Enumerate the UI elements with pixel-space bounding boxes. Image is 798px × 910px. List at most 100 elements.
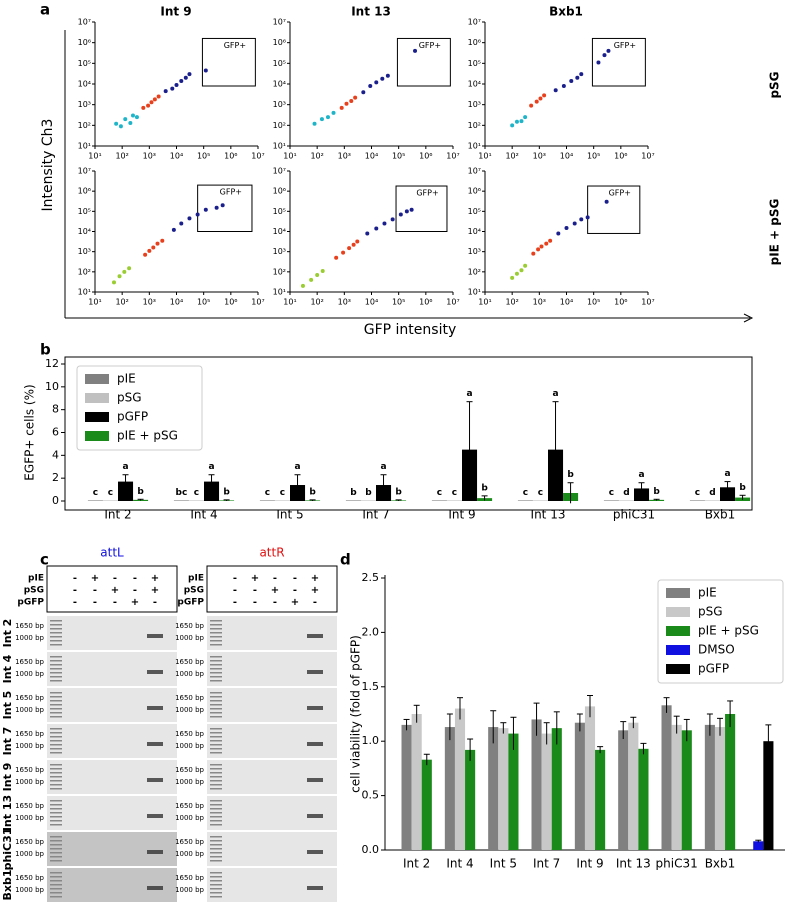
panel-label: b <box>40 341 51 359</box>
point <box>380 76 385 81</box>
point <box>572 221 577 226</box>
ladder-band <box>210 788 222 790</box>
bar <box>681 730 692 850</box>
y-tick-label: 10⁷ <box>273 167 286 176</box>
x-tick-label: Int 13 <box>531 508 566 522</box>
condition-sign: - <box>233 597 237 608</box>
ladder-label: 1650 bp <box>15 622 44 630</box>
column-title: Int 9 <box>160 5 191 19</box>
ladder-band <box>210 836 222 838</box>
ladder-band <box>210 704 222 706</box>
bar <box>508 733 519 850</box>
point <box>579 217 584 222</box>
ladder-band <box>210 728 222 730</box>
bar <box>421 759 432 850</box>
ladder-band <box>210 872 222 874</box>
x-tick-label: 10⁴ <box>170 298 183 307</box>
gel-lane-image <box>47 760 177 794</box>
condition-sign: - <box>93 597 97 608</box>
y-tick-label: 10¹ <box>468 288 481 297</box>
y-tick-label: 2.5 <box>362 571 380 584</box>
point <box>514 271 519 276</box>
point <box>529 103 534 108</box>
y-tick-label: 10¹ <box>78 288 91 297</box>
x-tick-label: Int 5 <box>276 508 303 522</box>
bar <box>274 500 290 501</box>
legend-label: pIE <box>117 372 136 386</box>
point <box>334 255 339 260</box>
legend-box <box>76 365 203 451</box>
condition-sign: + <box>131 597 139 608</box>
y-tick-label: 2 <box>52 471 59 484</box>
significance-letter: c <box>523 488 528 498</box>
bar <box>517 500 533 501</box>
ladder-band <box>210 668 222 670</box>
significance-letter: a <box>208 462 214 472</box>
bar <box>603 500 619 501</box>
x-tick-label: 10⁴ <box>560 298 573 307</box>
point <box>556 231 561 236</box>
point <box>355 239 360 244</box>
point <box>606 48 611 53</box>
point <box>111 280 116 285</box>
plot-frame <box>64 356 753 511</box>
significance-letter: a <box>552 389 558 399</box>
x-tick-label: 10⁶ <box>224 298 237 307</box>
ladder-label: 1650 bp <box>15 802 44 810</box>
ladder-band <box>50 692 62 694</box>
bar <box>753 841 764 850</box>
point <box>118 124 123 129</box>
point <box>564 225 569 230</box>
bar <box>488 727 499 850</box>
y-tick-label: 1.5 <box>362 680 380 693</box>
ladder-band <box>50 876 62 878</box>
point <box>187 72 192 77</box>
ladder-band <box>210 732 222 734</box>
legend-label: pIE <box>698 586 717 600</box>
significance-letter: c <box>194 488 199 498</box>
ladder-band <box>50 772 62 774</box>
point <box>319 117 324 122</box>
y-tick-label: 10⁵ <box>468 59 481 68</box>
legend-swatch <box>85 393 109 403</box>
x-tick-label: Int 9 <box>448 508 475 522</box>
ladder-band <box>210 816 222 818</box>
x-tick-label: 10² <box>115 298 128 307</box>
ladder-band <box>50 788 62 790</box>
x-tick-label: 10¹ <box>283 298 296 307</box>
point <box>315 272 320 277</box>
bar <box>87 500 103 501</box>
ladder-band <box>50 744 62 746</box>
ladder-label: 1650 bp <box>15 766 44 774</box>
ladder-band <box>210 820 222 822</box>
gate-label: GFP+ <box>614 41 636 50</box>
point <box>585 215 590 220</box>
x-tick-label: 10⁵ <box>587 152 600 161</box>
condition-sign: + <box>271 585 279 596</box>
ladder-label: 1000 bp <box>15 742 44 750</box>
x-tick-label: 10³ <box>533 298 546 307</box>
point <box>156 94 161 99</box>
ladder-band <box>210 784 222 786</box>
gel-row-label: Int 2 <box>1 619 14 648</box>
point <box>374 80 379 85</box>
ladder-label: 1000 bp <box>15 706 44 714</box>
condition-label: pSG <box>24 586 44 596</box>
ladder-band <box>50 632 62 634</box>
condition-sign: - <box>153 597 157 608</box>
ladder-band <box>50 856 62 858</box>
x-tick-label: 10³ <box>338 152 351 161</box>
gate <box>591 37 646 87</box>
ladder-band <box>50 664 62 666</box>
ladder-band <box>50 884 62 886</box>
ladder-label: 1650 bp <box>175 730 204 738</box>
ladder-band <box>50 680 62 682</box>
bar <box>574 722 585 850</box>
point <box>331 110 336 115</box>
gel-lane-image <box>207 760 337 794</box>
condition-sign: + <box>251 573 259 584</box>
point <box>341 250 346 255</box>
ladder-band <box>210 744 222 746</box>
point <box>519 119 524 124</box>
